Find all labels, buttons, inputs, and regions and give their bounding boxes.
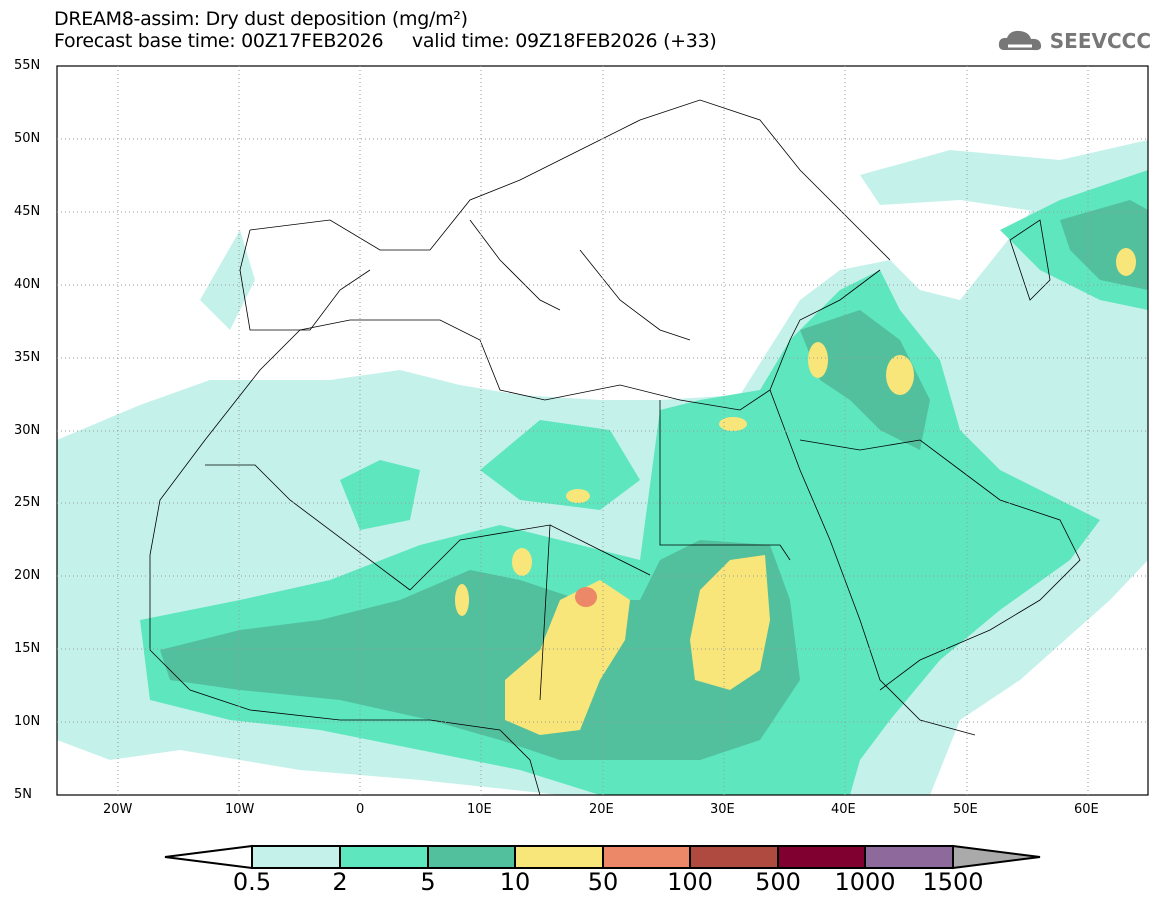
colorbar-bin: [339, 845, 429, 869]
colorbar-label: 50: [587, 868, 619, 896]
level-5-arabia: [800, 310, 930, 450]
lon-label: 30E: [710, 802, 735, 817]
colorbar-bin: [251, 845, 341, 869]
lat-label: 15N: [14, 641, 41, 656]
level-10-syria: [808, 342, 828, 378]
lat-label: 5N: [14, 787, 32, 802]
map-title: DREAM8-assim: Dry dust deposition (mg/m²…: [54, 8, 468, 30]
lat-label: 35N: [14, 350, 41, 365]
coastlines: [149, 99, 1081, 795]
gridlines: [57, 66, 1148, 795]
lon-label: 10W: [225, 802, 255, 817]
colorbar-bin: [864, 845, 954, 869]
lon-label: 10E: [467, 802, 492, 817]
lon-label: 50E: [953, 802, 978, 817]
colorbar-label: 500: [755, 868, 801, 896]
logo-text: SEEVCCC: [1049, 29, 1151, 53]
level-2-alg: [340, 460, 420, 530]
level-10-libya: [566, 489, 590, 503]
colorbar-label: 100: [667, 868, 713, 896]
lat-label: 50N: [14, 131, 41, 146]
lon-label: 60E: [1074, 802, 1099, 817]
lat-label: 25N: [14, 495, 41, 510]
colorbar-label: 0.5: [232, 868, 272, 896]
colorbar-label: 10: [499, 868, 531, 896]
colorbar-over: [952, 844, 1041, 870]
lon-label: 40E: [831, 802, 856, 817]
colorbar-bin: [777, 845, 866, 869]
colorbar-bin: [514, 845, 604, 869]
colorbar-label: 2: [332, 868, 348, 896]
lat-label: 40N: [14, 277, 41, 292]
colorbar-label: 5: [420, 868, 436, 896]
level-2-libya: [480, 420, 640, 510]
lon-label: 20W: [103, 802, 133, 817]
seevccc-logo: SEEVCCC: [996, 26, 1151, 56]
colorbar: [164, 844, 1041, 870]
colorbar-label: 1500: [922, 868, 984, 896]
level-10-chad: [505, 580, 630, 735]
lon-label: 0: [356, 802, 365, 817]
level-10-niger: [512, 548, 532, 576]
level-0.5-iberia: [200, 230, 255, 330]
level-10-mali: [455, 584, 469, 616]
colorbar-bin: [689, 845, 779, 869]
lat-label: 10N: [14, 714, 41, 729]
colorbar-bin: [602, 845, 691, 869]
lat-label: 30N: [14, 423, 41, 438]
level-10-egypt: [719, 417, 747, 431]
colorbar-under: [164, 844, 253, 870]
colorbar-bin: [427, 845, 516, 869]
level-10-iraq: [886, 355, 914, 395]
lat-label: 20N: [14, 568, 41, 583]
level-50-chad: [575, 587, 597, 607]
lon-label: 20E: [589, 802, 614, 817]
cloud-icon: [998, 30, 1041, 51]
lat-label: 45N: [14, 204, 41, 219]
lat-label: 55N: [14, 58, 41, 73]
level-5: [160, 540, 800, 760]
level-10-caspian: [1116, 248, 1136, 276]
colorbar-label: 1000: [834, 868, 896, 896]
dust-field: [57, 140, 1148, 795]
level-10-sudan: [690, 555, 770, 690]
map-subtitle: Forecast base time: 00Z17FEB2026 valid t…: [54, 30, 717, 52]
